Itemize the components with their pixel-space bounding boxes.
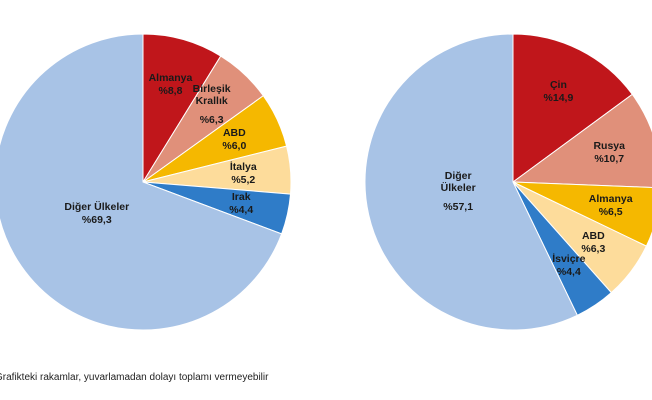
value-label: %8,8: [158, 85, 183, 98]
slice-label: İsviçre: [552, 252, 586, 265]
slice-label: ABD: [222, 126, 246, 139]
slice-label: Diğer Ülkeler: [64, 201, 130, 214]
value-label: %6,3: [199, 114, 224, 127]
slice-label: Irak: [231, 190, 251, 203]
pie-slice: [511, 93, 652, 188]
value-label: %5,2: [231, 173, 256, 186]
pie-slice: [364, 33, 579, 331]
pie-slice: [0, 33, 283, 331]
value-label: %4,4: [229, 203, 254, 216]
slice-label: Almanya: [588, 193, 633, 206]
value-label: %57,1: [443, 200, 474, 213]
slice-label: Rusya: [593, 139, 625, 152]
footnote: Grafikteki rakamlar, yuvarlamadan dolayı…: [0, 372, 269, 383]
slice-label: Çin: [549, 79, 567, 92]
slice-label: ABD: [581, 229, 605, 242]
slice-label: İtalya: [229, 160, 257, 173]
value-label: %14,9: [543, 92, 574, 105]
slice-label: Birleşik Krallık: [192, 83, 231, 108]
value-label: %4,4: [556, 265, 581, 278]
value-label: %6,5: [598, 206, 623, 219]
value-label: %6,3: [581, 242, 606, 255]
pie-slice: [512, 33, 633, 183]
value-label: %6,0: [222, 139, 247, 152]
slice-label: Diğer Ülkeler: [440, 169, 476, 194]
pie-slice: [142, 33, 222, 184]
value-label: %69,3: [81, 214, 112, 227]
slice-label: Almanya: [148, 72, 193, 85]
value-label: %10,7: [594, 152, 625, 165]
